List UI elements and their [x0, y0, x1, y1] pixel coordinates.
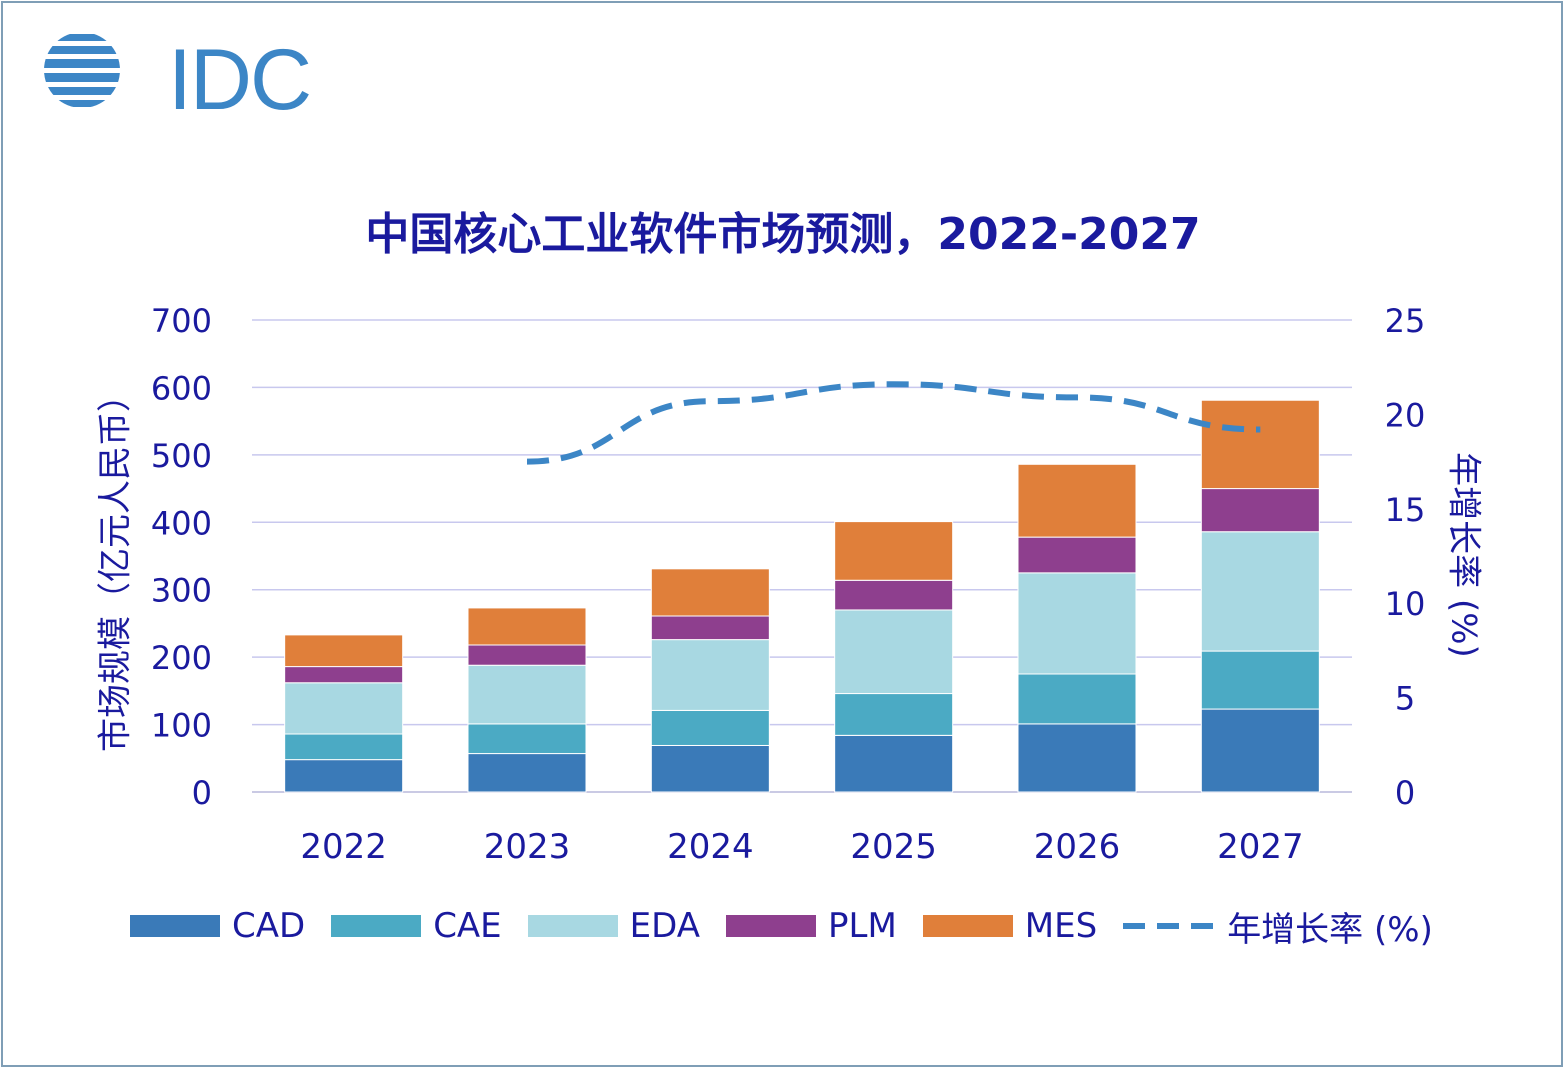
legend-item-growth-rate: 年增长率 (%) — [1123, 902, 1433, 951]
bar-segment-cad — [1200, 708, 1320, 793]
bar-segment-cad — [284, 759, 404, 793]
bar-segment-plm — [1017, 536, 1137, 574]
legend-swatch — [331, 915, 422, 937]
y-tick-label: 0 — [192, 774, 212, 812]
y-tick-label: 100 — [151, 707, 212, 745]
legend-label: CAE — [433, 906, 502, 946]
legend-label: 年增长率 (%) — [1227, 909, 1433, 950]
bar-segment-cae — [650, 709, 770, 746]
bar-segment-cae — [834, 693, 954, 736]
legend-label: CAD — [232, 906, 306, 946]
bar-segment-mes — [467, 607, 587, 646]
legend-dash-swatch — [1123, 923, 1216, 929]
x-tick-label: 2024 — [667, 827, 754, 867]
legend-label: MES — [1024, 906, 1098, 946]
globe-logo-icon — [44, 34, 120, 107]
bar-segment-eda — [284, 682, 404, 735]
bar-segment-cad — [650, 744, 770, 793]
bar-segment-mes — [650, 568, 770, 617]
legend-swatch — [527, 915, 618, 937]
bar-segment-cae — [467, 723, 587, 755]
y2-axis-title: 年增长率 (%) — [1443, 452, 1484, 658]
bar-segment-plm — [467, 644, 587, 666]
bar-segment-plm — [1200, 488, 1320, 533]
bar-segment-mes — [834, 521, 954, 581]
bar-segment-cae — [284, 733, 404, 761]
x-tick-label: 2026 — [1034, 827, 1121, 867]
x-tick-label: 2023 — [484, 827, 571, 867]
bar-segment-plm — [834, 579, 954, 611]
y-tick-label: 500 — [151, 437, 212, 475]
y2-tick-label: 10 — [1385, 585, 1426, 623]
y-tick-label: 200 — [151, 639, 212, 677]
bar-segment-eda — [467, 664, 587, 725]
y-tick-label: 400 — [151, 504, 212, 542]
y-tick-label: 700 — [151, 302, 212, 340]
bar-segment-mes — [1200, 399, 1320, 490]
bar-segment-cae — [1200, 650, 1320, 710]
bar-segment-cad — [1017, 723, 1137, 793]
legend-swatch — [130, 915, 220, 937]
x-tick-label: 2022 — [300, 827, 387, 867]
x-tick-label: 2027 — [1217, 827, 1304, 867]
y-axis-title: 市场规模（亿元人民币） — [95, 378, 136, 752]
legend-label: PLM — [828, 906, 897, 946]
bar-segment-eda — [834, 609, 954, 695]
chart-title: 中国核心工业软件市场预测，2022-2027 — [365, 209, 1201, 260]
legend: CAD CAE EDA PLM MES 年增长率 (%) — [130, 900, 1459, 952]
legend-label: EDA — [629, 906, 700, 946]
logo-text: IDC — [168, 32, 312, 128]
bar-segment-mes — [284, 634, 404, 668]
y2-tick-label: 15 — [1385, 491, 1426, 529]
bar-segment-cad — [834, 734, 954, 793]
legend-swatch — [922, 915, 1013, 937]
idc-logo: IDC — [40, 28, 312, 123]
x-tick-label: 2025 — [850, 827, 937, 867]
y-tick-label: 300 — [151, 572, 212, 610]
bar-segment-mes — [1017, 463, 1137, 538]
bar-segment-eda — [650, 639, 770, 711]
y2-tick-label: 0 — [1395, 774, 1415, 812]
bar-segment-plm — [650, 615, 770, 641]
bar-segment-eda — [1017, 572, 1137, 675]
growth-rate-line — [526, 381, 1261, 465]
bar-segment-plm — [284, 666, 404, 684]
bar-segment-cae — [1017, 673, 1137, 725]
legend-swatch — [726, 915, 816, 937]
bar-segment-cad — [467, 753, 587, 793]
bar-segment-eda — [1200, 531, 1320, 652]
y-tick-label: 600 — [151, 369, 212, 407]
legend-item-plm: PLM — [726, 906, 897, 946]
legend-item-cad: CAD — [130, 906, 305, 946]
legend-item-mes: MES — [922, 906, 1098, 946]
y2-tick-label: 5 — [1395, 680, 1415, 718]
legend-item-eda: EDA — [527, 906, 700, 946]
legend-item-cae: CAE — [331, 906, 502, 946]
y2-tick-label: 20 — [1385, 396, 1426, 434]
y2-tick-label: 25 — [1385, 302, 1426, 340]
